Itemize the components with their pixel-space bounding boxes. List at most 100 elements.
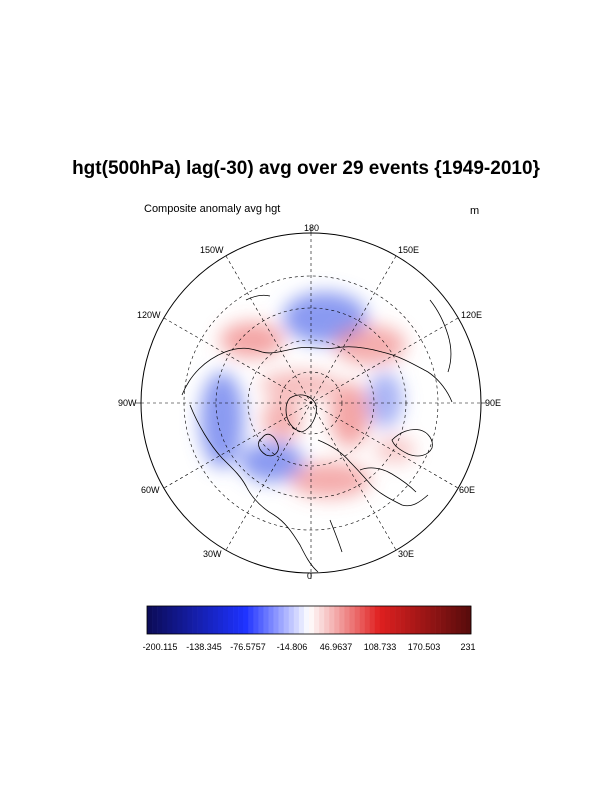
coast-bering bbox=[245, 294, 271, 301]
colorbar-swatch bbox=[379, 606, 386, 634]
colorbar-swatch bbox=[177, 606, 183, 634]
anomaly-red-east bbox=[330, 383, 370, 447]
anomaly-field bbox=[200, 292, 415, 498]
colorbar-swatch bbox=[197, 606, 203, 634]
coast-east-asia bbox=[429, 299, 452, 373]
colorbar-border bbox=[146, 605, 472, 635]
colorbar-swatch bbox=[410, 606, 416, 634]
colorbar-label: 170.503 bbox=[407, 642, 441, 652]
lon-label-90w: 90W bbox=[118, 398, 137, 408]
colorbar-swatch bbox=[405, 606, 411, 634]
colorbar-swatch bbox=[415, 606, 421, 634]
colorbar-swatch bbox=[248, 606, 254, 634]
colorbar-swatch bbox=[334, 606, 340, 634]
lon-label-60w: 60W bbox=[141, 485, 160, 495]
anomaly-blue-canada bbox=[200, 372, 244, 468]
lon-label-150w: 150W bbox=[200, 245, 224, 255]
colorbar-swatch bbox=[202, 606, 209, 634]
graticule bbox=[141, 233, 481, 573]
colorbar-swatch bbox=[288, 606, 295, 634]
colorbar-swatch bbox=[268, 606, 274, 634]
colorbar-label: 231 bbox=[460, 642, 476, 652]
colorbar-swatch bbox=[192, 606, 198, 634]
meridian-60e-120e bbox=[163, 317, 459, 489]
coast-europe bbox=[317, 439, 429, 507]
colorbar-swatch bbox=[329, 606, 335, 634]
lon-label-30e: 30E bbox=[398, 549, 415, 559]
colorbar-swatch bbox=[364, 606, 371, 634]
colorbar-label: 108.733 bbox=[363, 642, 397, 652]
colorbar bbox=[146, 605, 472, 635]
colorbar-swatch bbox=[319, 606, 325, 634]
colorbar-swatch bbox=[293, 606, 300, 634]
lon-label-30w: 30W bbox=[203, 549, 222, 559]
lon-label-150e: 150E bbox=[398, 245, 420, 255]
coast-africa bbox=[329, 519, 343, 553]
colorbar-swatch bbox=[217, 606, 224, 634]
colorbar-swatch bbox=[162, 606, 168, 634]
colorbar-label: -76.5757 bbox=[230, 642, 266, 652]
colorbar-swatch bbox=[253, 606, 259, 634]
colorbar-swatch bbox=[298, 606, 305, 634]
colorbar-swatch bbox=[390, 606, 396, 634]
lon-label-120w: 120W bbox=[137, 310, 161, 320]
lon-label-90e: 90E bbox=[485, 398, 502, 408]
colorbar-swatch bbox=[455, 606, 462, 634]
coast-greenland bbox=[285, 394, 317, 433]
colorbar-swatch bbox=[374, 606, 381, 634]
coast-north bbox=[181, 346, 453, 403]
lon-label-0: 0 bbox=[307, 571, 313, 581]
colorbar-swatch bbox=[309, 606, 315, 634]
latitude-ring-2 bbox=[247, 339, 375, 467]
colorbar-label: -14.806 bbox=[276, 642, 308, 652]
anomaly-red-arctic bbox=[260, 371, 340, 399]
anomaly-blue-asia bbox=[367, 372, 403, 428]
colorbar-swatch bbox=[152, 606, 158, 634]
anomaly-red-europe bbox=[290, 462, 370, 498]
anomaly-red-caspian bbox=[375, 436, 415, 464]
colorbar-swatch bbox=[450, 606, 457, 634]
coast-mediterranean bbox=[359, 467, 417, 493]
colorbar-swatch bbox=[243, 606, 249, 634]
colorbar-swatch bbox=[339, 606, 345, 634]
boundary-ticks bbox=[135, 227, 487, 579]
colorbar-swatch bbox=[425, 606, 431, 634]
colorbar-swatch bbox=[187, 606, 193, 634]
colorbar-swatch bbox=[324, 606, 330, 634]
plot-title: hgt(500hPa) lag(-30) avg over 29 events … bbox=[72, 158, 540, 179]
colorbar-swatch bbox=[460, 606, 467, 634]
colorbar-swatch bbox=[430, 606, 436, 634]
colorbar-label: -200.115 bbox=[142, 642, 178, 652]
colorbar-swatch bbox=[278, 606, 284, 634]
colorbar-swatch bbox=[349, 606, 355, 634]
colorbar-swatch bbox=[400, 606, 406, 634]
anomaly-red-greenland bbox=[262, 398, 302, 442]
colorbar-swatch bbox=[273, 606, 279, 634]
colorbar-swatch bbox=[228, 606, 234, 634]
lon-label-60e: 60E bbox=[459, 485, 476, 495]
colorbar-swatch bbox=[384, 606, 391, 634]
colorbar-swatch bbox=[212, 606, 219, 634]
colorbar-swatch bbox=[238, 606, 244, 634]
colorbar-swatch bbox=[435, 606, 441, 634]
colorbar-swatch bbox=[354, 606, 360, 634]
colorbar-swatch bbox=[359, 606, 365, 634]
coast-hudson bbox=[258, 433, 279, 457]
colorbar-swatch bbox=[395, 606, 401, 634]
colorbar-swatch bbox=[283, 606, 290, 634]
coast-americas bbox=[189, 404, 319, 573]
colorbar-swatch bbox=[440, 606, 446, 634]
colorbar-swatch bbox=[222, 606, 229, 634]
colorbar-swatch bbox=[182, 606, 188, 634]
colorbar-swatch bbox=[344, 606, 350, 634]
colorbar-swatch bbox=[314, 606, 320, 634]
colorbar-swatch bbox=[167, 606, 173, 634]
units-label: m bbox=[470, 205, 480, 217]
coastlines bbox=[181, 294, 453, 573]
coast-caspian bbox=[391, 429, 433, 457]
colorbar-swatch bbox=[465, 606, 472, 634]
lon-label-180: 180 bbox=[304, 223, 320, 233]
plot-subtitle: Composite anomaly avg hgt bbox=[144, 203, 281, 215]
colorbar-swatch bbox=[147, 606, 153, 634]
